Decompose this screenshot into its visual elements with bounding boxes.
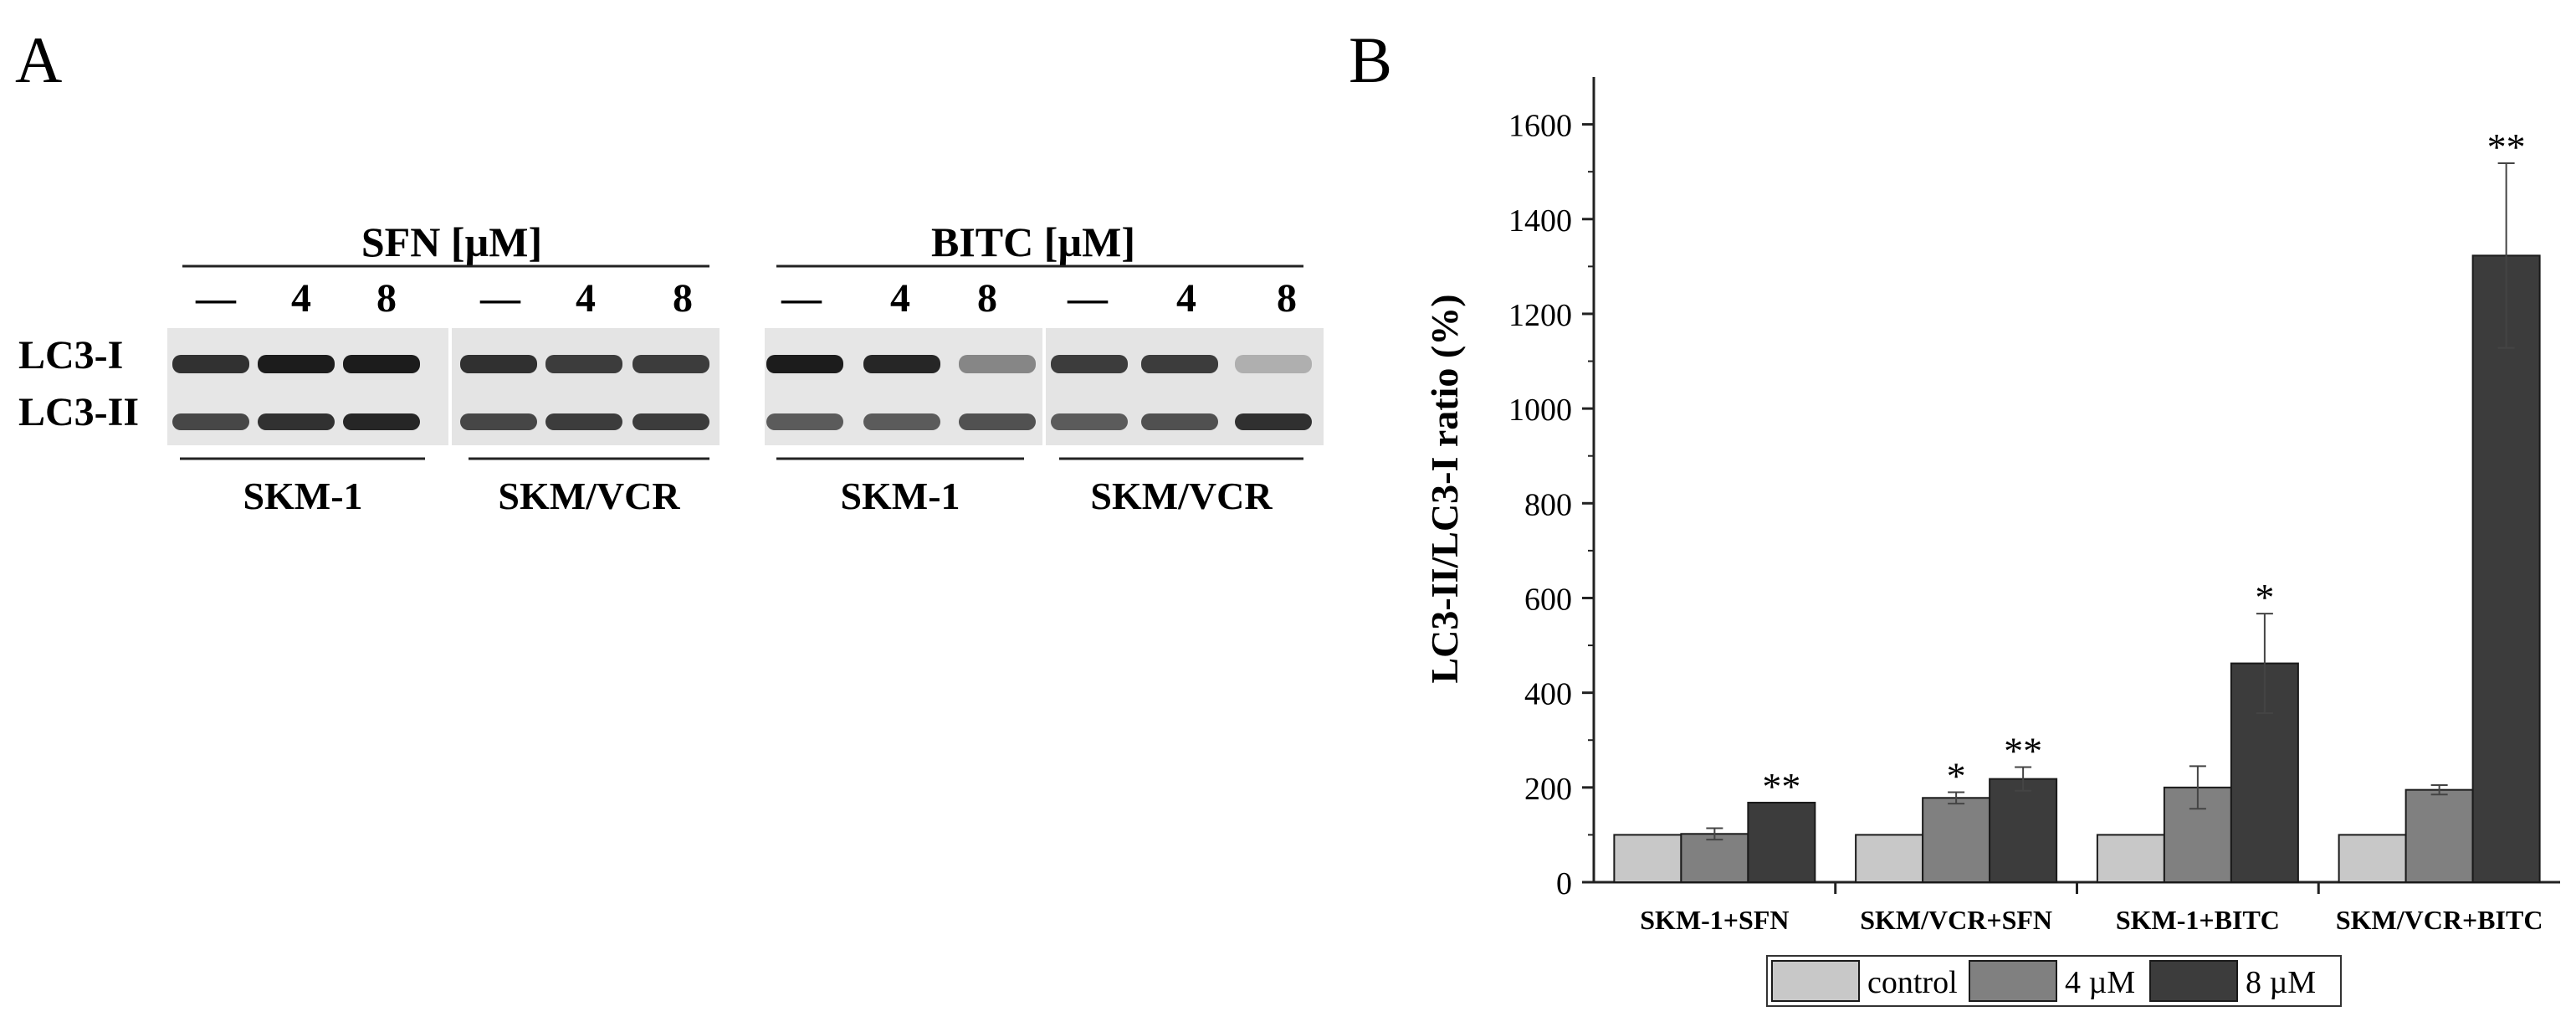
blot-images [167,328,1324,445]
cell-line-label: SKM-1 [243,475,362,517]
y-tick-label: 600 [1524,582,1572,617]
bar [1680,833,1749,884]
legend-label: 4 µM [2065,965,2135,1000]
y-tick-label: 1600 [1508,109,1572,144]
legend-swatch [2149,960,2238,1002]
legend-label: control [1867,965,1958,1000]
band-lc3-ii [460,413,537,430]
band-lc3-ii [172,413,249,430]
bar [1922,797,1991,884]
band-lc3-i [959,355,1036,373]
bar [1855,834,1924,883]
bar [1989,778,2058,883]
bar [2471,254,2541,883]
band-lc3-i [172,355,249,373]
band-lc3-i [343,355,420,373]
x-category-label: SKM-1+SFN [1640,905,1789,935]
band-lc3-ii [545,413,622,430]
panel-a-label: A [15,23,62,96]
legend-label: 8 µM [2246,965,2316,1000]
band-lc3-ii [1141,413,1218,430]
bar [2338,834,2407,883]
band-lc3-i [1235,355,1312,373]
conc-label: 8 [977,276,997,321]
band-lc3-ii [959,413,1036,430]
legend-swatch [1969,960,2057,1002]
conc-label: 8 [673,276,693,321]
band-lc3-i [1141,355,1218,373]
band-lc3-ii [766,413,843,430]
significance-marker: ** [2004,729,2042,772]
panel-a-western-blot: A SFN [µM] BITC [µM] — 4 8 — 4 8 — 4 8 —… [15,23,1324,517]
significance-marker: ** [2487,126,2526,168]
bar [2096,834,2165,883]
band-label-lc3-i: LC3-I [18,333,123,377]
x-category-label: SKM/VCR+SFN [1860,905,2052,935]
panel-b-bar-chart: B LC3-II/LC3-I ratio (%) 0 200 400 600 800 10… [1349,23,2560,1007]
band-lc3-ii [1051,413,1128,430]
band-lc3-i [545,355,622,373]
legend-swatch [1771,960,1860,1002]
x-category-label: SKM/VCR+BITC [2336,905,2543,935]
band-lc3-ii [1235,413,1312,430]
bar [2404,788,2474,884]
blot-bands [172,355,1312,430]
conc-label: 8 [1277,276,1297,321]
significance-marker: * [2255,576,2274,619]
conc-label: 4 [1176,276,1196,321]
conc-label: 4 [890,276,910,321]
band-lc3-i [863,355,940,373]
cell-line-label: SKM-1 [840,475,960,517]
band-lc3-i [460,355,537,373]
cell-line-label: SKM/VCR [498,475,680,517]
band-lc3-i [632,355,709,373]
x-category-label: SKM-1+BITC [2116,905,2280,935]
y-tick-label: 1000 [1508,393,1572,428]
y-tick-label: 1200 [1508,298,1572,333]
conc-label: 8 [376,276,397,321]
conc-label: — [781,276,822,321]
conc-label: 4 [291,276,311,321]
y-tick-label: 200 [1524,772,1572,807]
treatment-label-bitc: BITC [µM] [931,218,1135,265]
band-label-lc3-ii: LC3-II [18,390,139,434]
treatment-label-sfn: SFN [µM] [361,218,542,265]
y-tick-label: 1400 [1508,203,1572,239]
band-lc3-i [766,355,843,373]
conc-label: 4 [576,276,596,321]
chart-legend: control 4 µM 8 µM [1766,955,2342,1007]
band-lc3-ii [863,413,940,430]
band-lc3-ii [632,413,709,430]
band-lc3-ii [343,413,420,430]
conc-label: — [479,276,521,321]
conc-label: — [195,276,237,321]
y-tick-label: 0 [1556,866,1572,901]
band-lc3-ii [258,413,335,430]
significance-marker: ** [1762,765,1800,808]
chart-plot-area: 02004006008001000120014001600**SKM-1+SFN… [1508,77,2560,935]
bar [1613,834,1682,883]
conc-label: — [1067,276,1109,321]
band-lc3-i [258,355,335,373]
panel-b-label: B [1349,23,1392,96]
significance-marker: * [1947,754,1966,797]
y-tick-label: 400 [1524,677,1572,712]
cell-line-label: SKM/VCR [1090,475,1273,517]
y-tick-label: 800 [1524,487,1572,522]
band-lc3-i [1051,355,1128,373]
bar [1747,801,1816,883]
y-axis-label: LC3-II/LC3-I ratio (%) [1423,294,1466,683]
